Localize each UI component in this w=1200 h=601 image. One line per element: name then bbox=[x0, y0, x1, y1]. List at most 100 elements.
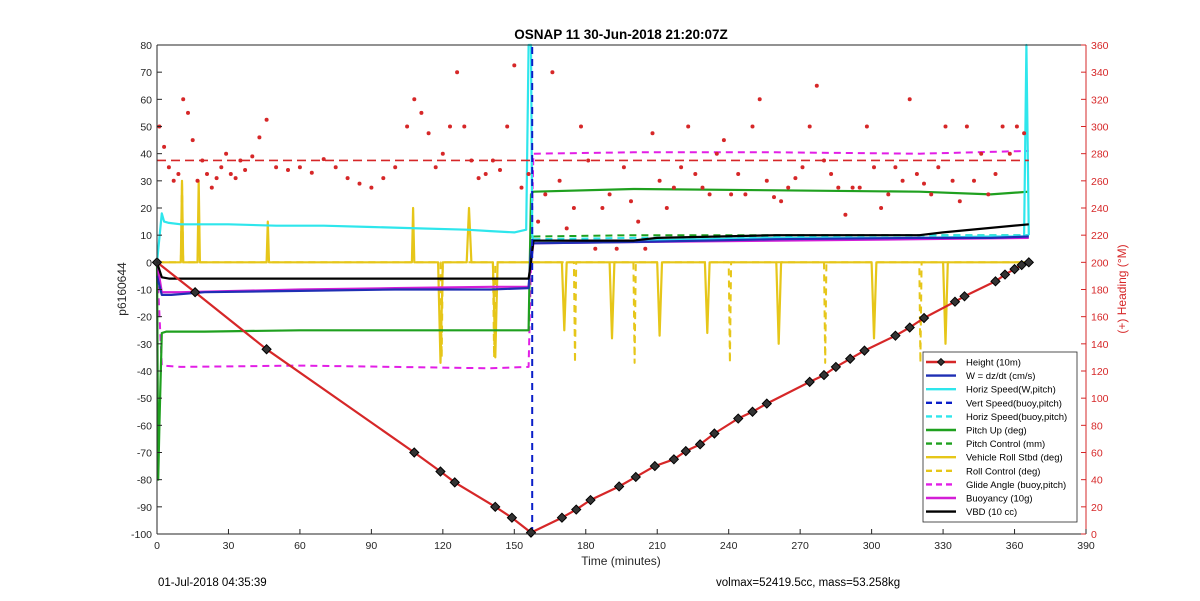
y-left-tick-label: -90 bbox=[137, 502, 152, 514]
y-right-tick-label: 180 bbox=[1091, 285, 1109, 297]
heading-point bbox=[693, 172, 698, 176]
x-tick-label: 0 bbox=[154, 540, 160, 552]
height-diamond-marker bbox=[585, 494, 596, 506]
heading-point bbox=[786, 185, 791, 190]
heading-point bbox=[922, 181, 926, 186]
legend-diamond-marker bbox=[936, 357, 946, 367]
heading-point bbox=[321, 157, 326, 162]
height-diamond-marker bbox=[999, 269, 1011, 280]
heading-point bbox=[729, 192, 734, 197]
heading-point bbox=[412, 97, 417, 102]
height-diamond-marker bbox=[680, 445, 692, 457]
legend-entry-label: W = dz/dt (cm/s) bbox=[966, 371, 1035, 382]
heading-point bbox=[1007, 151, 1012, 156]
height-diamond-marker bbox=[990, 276, 1001, 287]
heading-point bbox=[886, 192, 891, 197]
heading-point bbox=[614, 246, 619, 251]
heading-point bbox=[793, 176, 798, 181]
heading-point bbox=[736, 172, 741, 176]
heading-point bbox=[629, 199, 633, 204]
y-left-tick-label: -20 bbox=[137, 312, 152, 324]
heading-point bbox=[419, 110, 424, 115]
heading-point bbox=[621, 165, 626, 170]
y-left-tick-label: -80 bbox=[137, 475, 152, 487]
heading-point bbox=[564, 226, 569, 231]
heading-point bbox=[250, 154, 255, 159]
y-left-tick-label: 30 bbox=[140, 176, 152, 188]
heading-point bbox=[779, 199, 784, 204]
y-right-tick-label: 100 bbox=[1091, 393, 1109, 405]
heading-layer bbox=[157, 63, 1029, 251]
legend-entry-label: Height (10m) bbox=[966, 358, 1021, 369]
height-diamond-marker bbox=[959, 291, 970, 302]
heading-point bbox=[814, 83, 819, 88]
height-diamond-marker bbox=[1009, 263, 1020, 275]
heading-point bbox=[743, 192, 748, 197]
y-right-tick-label: 220 bbox=[1091, 230, 1109, 242]
heading-point bbox=[657, 178, 662, 183]
heading-point bbox=[593, 246, 598, 251]
height-diamond-marker bbox=[1016, 259, 1027, 271]
heading-point bbox=[483, 172, 488, 176]
heading-point bbox=[426, 131, 431, 136]
heading-point bbox=[950, 178, 955, 183]
heading-point bbox=[829, 172, 834, 176]
legend-entry-label: Roll Control (deg) bbox=[966, 466, 1040, 477]
heading-point bbox=[200, 158, 205, 163]
chart-title: OSNAP 11 30-Jun-2018 21:20:07Z bbox=[514, 27, 728, 42]
heading-point bbox=[224, 151, 229, 156]
series-line-vbd-10-cc- bbox=[155, 223, 1029, 280]
heading-point bbox=[857, 185, 862, 190]
height-diamond-marker bbox=[747, 406, 758, 417]
heading-point bbox=[807, 124, 812, 129]
series-line-w-dz-dt-cm-s- bbox=[155, 235, 1029, 296]
y-axis-left-label: p6160644 bbox=[115, 262, 129, 316]
heading-point bbox=[381, 176, 386, 181]
x-tick-label: 390 bbox=[1077, 540, 1095, 552]
legend-entry-label: Vehicle Roll Stbd (deg) bbox=[966, 453, 1063, 464]
height-diamond-marker bbox=[613, 481, 625, 492]
heading-point bbox=[714, 151, 719, 156]
heading-point bbox=[900, 178, 905, 183]
y-left-tick-label: -60 bbox=[137, 420, 152, 432]
heading-point bbox=[274, 165, 279, 170]
x-tick-label: 210 bbox=[648, 540, 666, 552]
height-diamond-marker bbox=[449, 477, 460, 488]
heading-point bbox=[772, 195, 776, 200]
heading-point bbox=[257, 135, 262, 140]
y-left-tick-label: 80 bbox=[140, 40, 152, 52]
heading-point bbox=[636, 219, 641, 224]
legend-entry-label: Pitch Up (deg) bbox=[966, 426, 1027, 437]
height-diamond-marker bbox=[261, 344, 272, 355]
heading-point bbox=[643, 246, 648, 251]
heading-point bbox=[462, 124, 467, 129]
heading-point bbox=[550, 70, 555, 75]
heading-point bbox=[393, 165, 398, 170]
x-axis-ticks: 0 30 60 90 120 150 180 210 240 270 300 330 360 390 bbox=[154, 529, 1095, 552]
heading-point bbox=[843, 212, 848, 217]
legend: Height (10m) W = dz/dt (cm/s) Horiz Speed(… bbox=[922, 351, 1078, 523]
x-tick-label: 120 bbox=[434, 540, 452, 552]
heading-point bbox=[850, 185, 855, 190]
heading-point bbox=[512, 63, 517, 68]
series-line-glide-angle-buoy-pitch- bbox=[156, 149, 1029, 370]
legend-box bbox=[922, 351, 1078, 523]
heading-point bbox=[448, 124, 452, 129]
x-tick-label: 330 bbox=[934, 540, 952, 552]
x-tick-label: 240 bbox=[720, 540, 738, 552]
heading-point bbox=[872, 165, 876, 170]
x-axis-label: Time (minutes) bbox=[581, 554, 661, 568]
y-left-tick-label: -30 bbox=[137, 339, 152, 351]
y-left-tick-label: -50 bbox=[137, 393, 152, 405]
y-right-tick-label: 340 bbox=[1091, 67, 1109, 79]
x-tick-label: 180 bbox=[577, 540, 595, 552]
heading-point bbox=[707, 192, 712, 197]
heading-point bbox=[800, 165, 805, 170]
heading-point bbox=[943, 124, 948, 129]
heading-point bbox=[309, 170, 314, 175]
heading-point bbox=[822, 158, 826, 163]
heading-point bbox=[505, 124, 510, 129]
y-left-tick-label: -100 bbox=[131, 529, 152, 541]
heading-point bbox=[195, 178, 200, 183]
footer-date: 01-Jul-2018 04:35:39 bbox=[158, 577, 267, 589]
